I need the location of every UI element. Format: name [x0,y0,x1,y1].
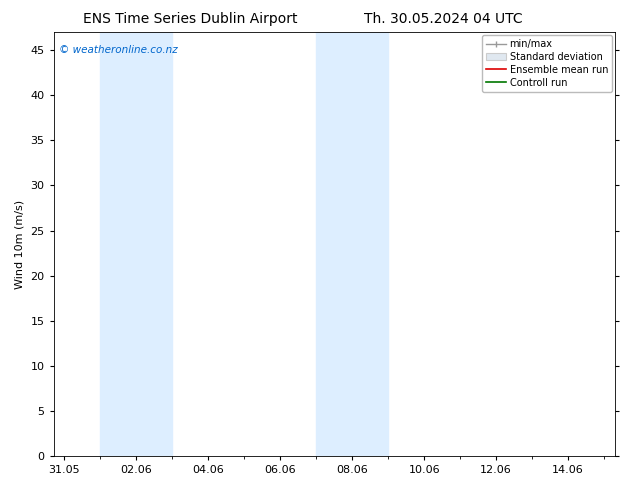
Bar [316,32,388,456]
Y-axis label: Wind 10m (m/s): Wind 10m (m/s) [15,199,25,289]
Bar [100,32,172,456]
Text: © weatheronline.co.nz: © weatheronline.co.nz [60,45,178,55]
Text: ENS Time Series Dublin Airport: ENS Time Series Dublin Airport [83,12,297,26]
Text: Th. 30.05.2024 04 UTC: Th. 30.05.2024 04 UTC [365,12,523,26]
Legend: min/max, Standard deviation, Ensemble mean run, Controll run: min/max, Standard deviation, Ensemble me… [482,35,612,92]
